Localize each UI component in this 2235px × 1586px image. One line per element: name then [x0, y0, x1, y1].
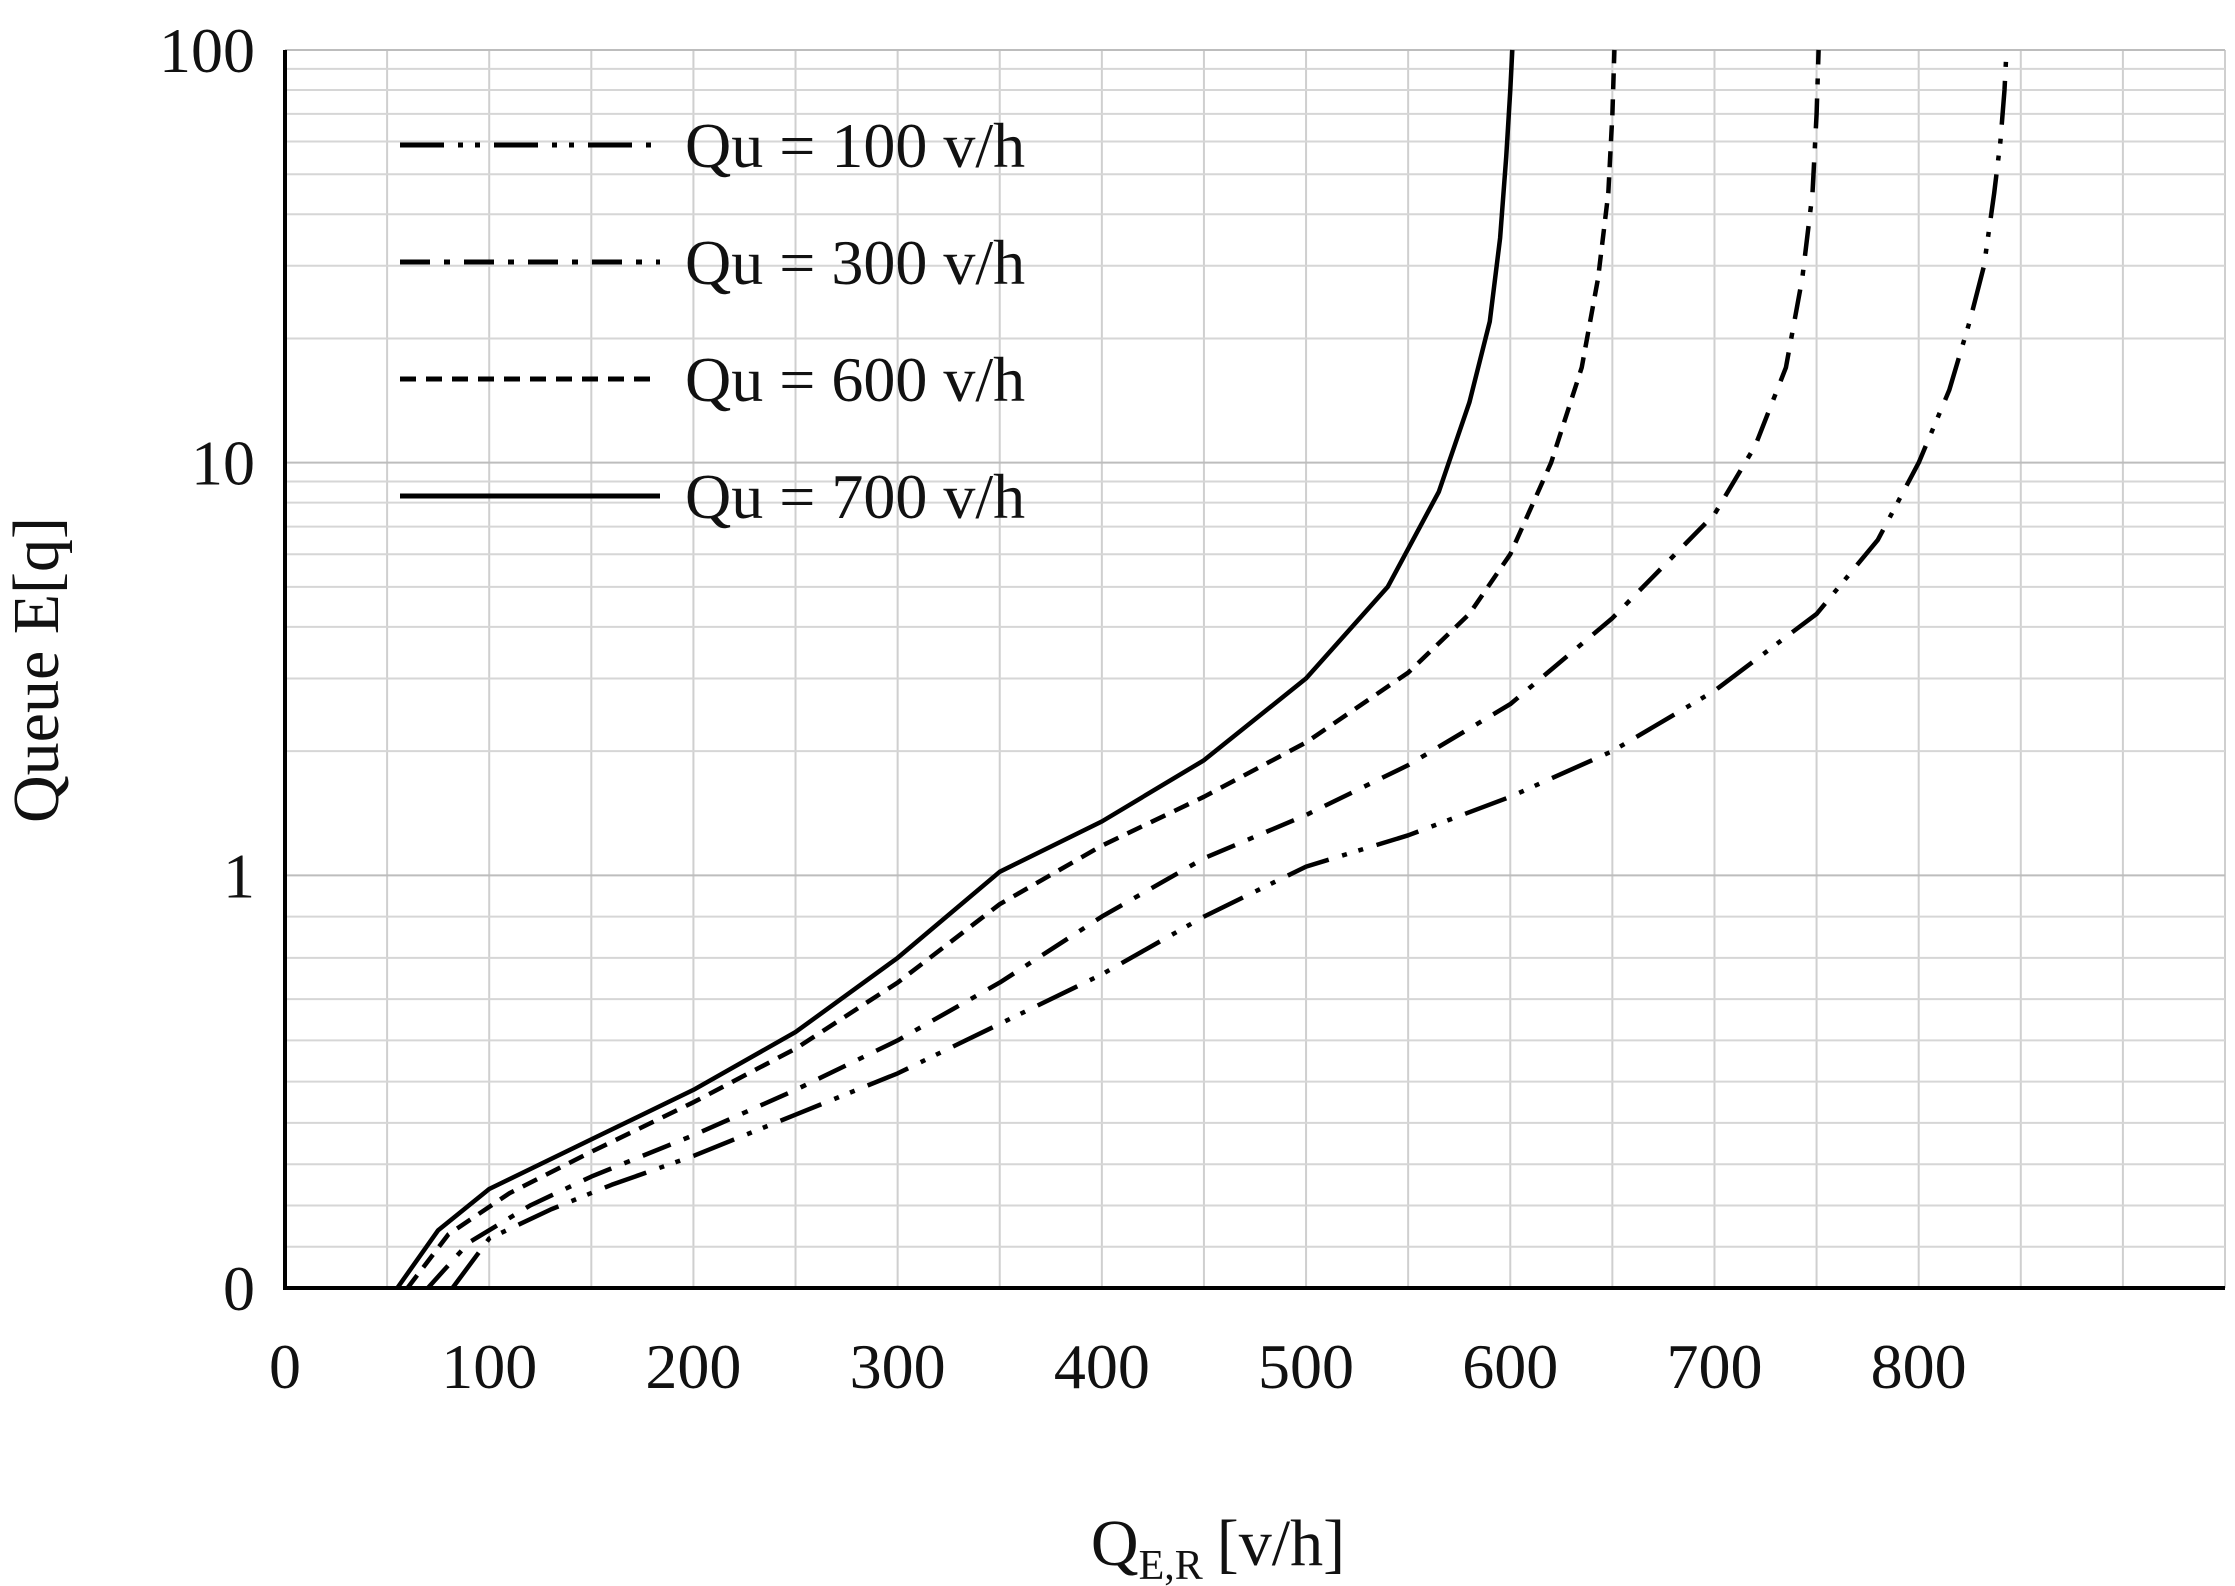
- series-line-4: [395, 49, 1515, 1290]
- y-tick-label: 10: [191, 428, 255, 499]
- legend-label: Qu = 300 v/h: [685, 227, 1025, 298]
- x-axis-title-main: Q: [1091, 1507, 1139, 1580]
- grid: [284, 49, 2226, 1288]
- y-tick-label: 100: [159, 15, 255, 86]
- y-tick-label: 1: [223, 840, 255, 911]
- x-tick-label: 100: [441, 1331, 537, 1402]
- tick-labels: 0 100 200 300 400 500 600 700 800 0 1 10 100: [159, 15, 1967, 1402]
- x-tick-label: 0: [269, 1331, 301, 1402]
- series-line-3: [405, 49, 1617, 1290]
- legend: Qu = 100 v/h Qu = 300 v/h Qu = 600 v/h Qu =…: [400, 110, 1025, 532]
- legend-label: Qu = 700 v/h: [685, 461, 1025, 532]
- x-tick-label: 800: [1871, 1331, 1967, 1402]
- x-tick-label: 400: [1054, 1331, 1150, 1402]
- series-line-1: [450, 49, 2009, 1290]
- series-line-2: [426, 49, 1821, 1290]
- x-tick-label: 500: [1258, 1331, 1354, 1402]
- legend-label: Qu = 100 v/h: [685, 110, 1025, 181]
- y-tick-label: 0: [223, 1253, 255, 1324]
- x-tick-label: 200: [645, 1331, 741, 1402]
- x-tick-label: 600: [1462, 1331, 1558, 1402]
- x-axis-title: QE,R [v/h]: [1091, 1507, 1345, 1586]
- x-tick-label: 700: [1666, 1331, 1762, 1402]
- x-tick-label: 300: [850, 1331, 946, 1402]
- y-axis-title: Queue E[q]: [0, 517, 73, 823]
- axes: [283, 50, 2225, 1290]
- x-axis-title-unit: [v/h]: [1217, 1507, 1345, 1580]
- legend-label: Qu = 600 v/h: [685, 344, 1025, 415]
- series-layer: [395, 49, 2009, 1290]
- x-axis-title-subscript: E,R: [1139, 1543, 1203, 1586]
